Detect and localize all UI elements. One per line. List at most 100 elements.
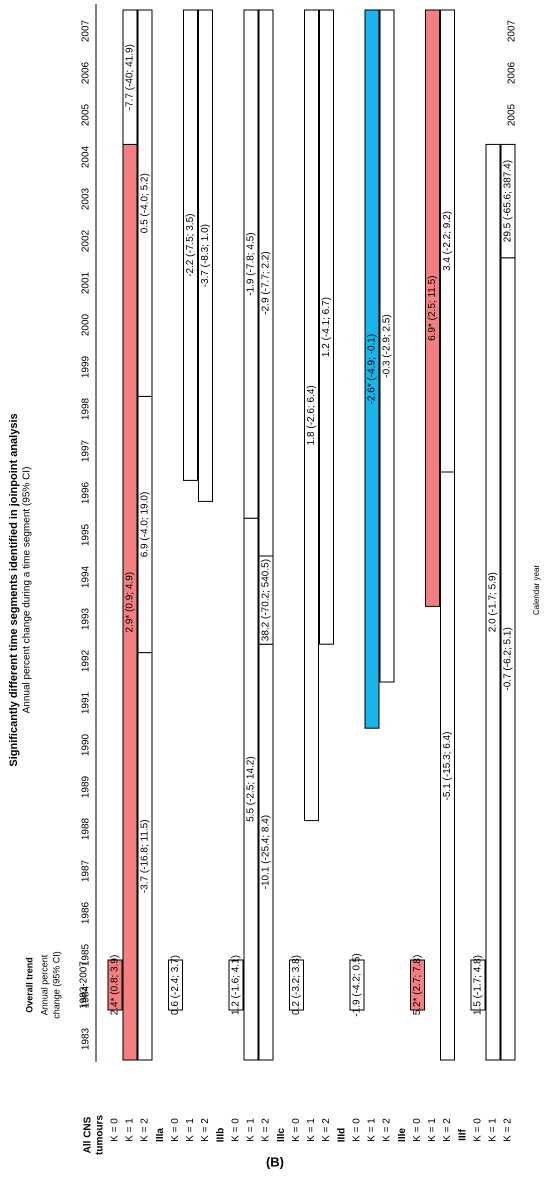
x-tick-label: 2000	[81, 313, 92, 336]
segment-label: 38.2 (-70.2; 540.5)	[261, 559, 272, 641]
row-label: K = 0	[352, 1118, 363, 1142]
group-label: IIIe	[397, 1128, 408, 1142]
overall-label: 1.5 (-1.7; 4.8)	[473, 955, 484, 1015]
chart-title: Significantly different time segments id…	[8, 413, 20, 766]
overall-label: 1.2 (-1.6; 4.1)	[231, 955, 242, 1015]
segment-label: -0.7 (-6.2; 5.1)	[503, 627, 514, 690]
x-tick-label: 1990	[81, 733, 92, 756]
x-tick-label: 2001	[81, 271, 92, 294]
overall-box	[349, 959, 365, 1011]
segment	[500, 143, 516, 259]
segment-label: 6.9* (2.5; 11.5)	[427, 275, 438, 340]
x-tick-label: 2004	[81, 145, 92, 168]
overall-subheader: change (95% CI)	[51, 951, 61, 1019]
segment	[198, 9, 213, 502]
segment-label: -0.3 (-2.9; 2.5)	[382, 314, 393, 377]
chart-subtitle: Annual percent change during a time segm…	[22, 467, 33, 714]
x-tick-label: 2007	[81, 19, 92, 42]
x-tick-label: 2003	[81, 187, 92, 210]
x-tick-label: 1999	[81, 355, 92, 378]
x-tick-label: 1987	[81, 859, 92, 882]
overall-box	[168, 959, 183, 1011]
group-label: IIIa	[155, 1128, 166, 1142]
row-label: K = 0	[231, 1118, 242, 1142]
segment-label: 2.9* (0.9; 4.9)	[125, 572, 136, 633]
x-tick-label: 1991	[81, 691, 92, 714]
x-tick-label: 1984	[81, 985, 92, 1008]
overall-label: 0.2 (-3.2; 3.8)	[291, 955, 302, 1015]
x-tick-label: 2005	[507, 103, 518, 126]
segment-label: -1.9 (-7.8; 4.5)	[246, 232, 257, 295]
x-tick-label: 1989	[81, 775, 92, 798]
segment	[425, 9, 440, 607]
x-tick-label: 2005	[81, 103, 92, 126]
segment	[304, 9, 319, 822]
group-label: All CNS	[83, 1116, 94, 1153]
segment-label: 6.9 (-4.0; 19.0)	[140, 492, 151, 558]
segment	[440, 9, 455, 473]
row-label: K = 2	[321, 1118, 332, 1142]
row-label: K = 1	[427, 1118, 438, 1142]
segment	[183, 9, 198, 481]
x-tick-label: 1993	[81, 607, 92, 630]
overall-label: -1.9 (-4.2; 0.5)	[352, 953, 363, 1016]
segment-label: 1.8 (-2.6; 6.4)	[306, 385, 317, 445]
row-label: K = 2	[503, 1118, 514, 1142]
overall-subheader: Annual percent	[39, 954, 49, 1015]
x-tick-label: 2006	[81, 61, 92, 84]
row-label: K = 1	[246, 1118, 257, 1142]
segment	[137, 9, 153, 397]
group-label: IIId	[337, 1128, 348, 1142]
segment-label: 1.2 (-4.1; 6.7)	[321, 297, 332, 357]
row-label: K = 0	[473, 1118, 484, 1142]
x-tick-label: 2002	[81, 229, 92, 252]
segment-label: 3.4 (-2.2; 9.2)	[442, 211, 453, 271]
row-label: K = 0	[170, 1118, 181, 1142]
row-label: K = 1	[488, 1118, 499, 1142]
segment	[122, 9, 138, 145]
segment-label: -3.7 (-8.3; 1.0)	[200, 224, 211, 287]
segment-label: -7.7 (-40; 41.9)	[125, 44, 136, 110]
overall-label: 5.2* (2.7; 7.8)	[412, 955, 423, 1016]
x-tick-label: 1994	[81, 565, 92, 588]
row-label: K = 0	[291, 1118, 302, 1142]
segment	[379, 9, 395, 683]
segment-label: 2.0 (-1.7; 5.9)	[488, 572, 499, 632]
segment-label: -10.1 (-25.4; 8.4)	[261, 815, 272, 889]
row-label: K = 1	[367, 1118, 378, 1142]
row-label: K = 2	[261, 1118, 272, 1142]
x-tick-label: 2006	[507, 61, 518, 84]
group-label: IIIf	[458, 1129, 469, 1141]
x-tick-label: 1985	[81, 943, 92, 966]
segment-label: -3.7 (-16.8; 11.5)	[140, 819, 151, 893]
group-label: IIIc	[276, 1128, 287, 1142]
x-tick-label: 1986	[81, 901, 92, 924]
x-tick-label: 1997	[81, 439, 92, 462]
overall-box	[107, 959, 123, 1011]
x-tick-label: 1996	[81, 481, 92, 504]
segment	[319, 9, 334, 645]
segment-label: 0.5 (-4.0; 5.2)	[140, 173, 151, 233]
row-label: K = 2	[200, 1118, 211, 1142]
segment	[258, 9, 274, 557]
row-label: K = 2	[382, 1118, 393, 1142]
segment-label: -5.1 (-15.3; 6.4)	[442, 732, 453, 801]
overall-box	[289, 959, 304, 1011]
group-label: IIIb	[216, 1128, 227, 1142]
row-label: K = 2	[140, 1118, 151, 1142]
overall-box	[410, 959, 425, 1011]
segment	[485, 143, 501, 1061]
row-label: K = 1	[306, 1118, 317, 1142]
segment-label: -2.9 (-7.7; 2.2)	[261, 251, 272, 314]
overall-header: Overall trend	[24, 957, 34, 1013]
overall-label: 0.6 (-2.4; 3.7)	[170, 955, 181, 1015]
segment-label: 5.5 (-2.5; 14.2)	[246, 756, 257, 822]
segment-label: 29.5 (-65.6; 387.4)	[503, 160, 514, 242]
x-axis-label: Calendar year	[532, 565, 541, 616]
row-label: K = 0	[110, 1118, 121, 1142]
row-label: K = 2	[442, 1118, 453, 1142]
x-tick-label: 1983	[81, 1027, 92, 1050]
row-label: K = 0	[412, 1118, 423, 1142]
overall-box	[228, 959, 244, 1011]
